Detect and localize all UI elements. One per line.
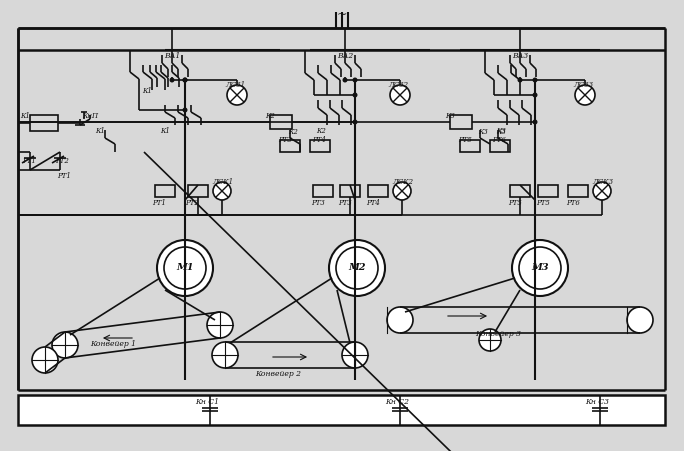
Circle shape bbox=[479, 329, 501, 351]
Text: РТ4: РТ4 bbox=[312, 136, 326, 144]
Circle shape bbox=[164, 247, 206, 289]
Circle shape bbox=[352, 78, 358, 83]
Text: ВА2: ВА2 bbox=[337, 52, 353, 60]
Text: К3: К3 bbox=[445, 112, 455, 120]
Circle shape bbox=[352, 120, 358, 124]
Circle shape bbox=[343, 78, 347, 83]
Circle shape bbox=[183, 107, 187, 112]
Text: ЛСЗ1: ЛСЗ1 bbox=[225, 81, 245, 89]
Circle shape bbox=[52, 332, 78, 358]
Text: Конвейер 1: Конвейер 1 bbox=[90, 340, 136, 348]
Circle shape bbox=[183, 78, 187, 83]
Bar bbox=[538, 185, 558, 197]
Bar bbox=[270, 115, 292, 129]
Circle shape bbox=[533, 92, 538, 97]
Circle shape bbox=[227, 85, 247, 105]
Text: КнП: КнП bbox=[82, 112, 98, 120]
Text: М2: М2 bbox=[348, 263, 366, 272]
Circle shape bbox=[183, 78, 187, 83]
Text: ЛСЗ3: ЛСЗ3 bbox=[573, 81, 593, 89]
Circle shape bbox=[393, 182, 411, 200]
Circle shape bbox=[207, 312, 233, 338]
Circle shape bbox=[336, 247, 378, 289]
Text: РТ4: РТ4 bbox=[366, 199, 380, 207]
Circle shape bbox=[533, 120, 538, 124]
Text: РТ1: РТ1 bbox=[57, 172, 71, 180]
Circle shape bbox=[170, 78, 174, 83]
Text: К3: К3 bbox=[496, 127, 506, 135]
Bar bbox=[280, 140, 300, 152]
Bar bbox=[460, 140, 480, 152]
Circle shape bbox=[519, 247, 561, 289]
Text: К1: К1 bbox=[20, 112, 30, 120]
Text: РТ3: РТ3 bbox=[311, 199, 325, 207]
Text: К2: К2 bbox=[288, 128, 298, 136]
Bar bbox=[310, 140, 330, 152]
Text: Кн С2: Кн С2 bbox=[385, 398, 409, 406]
Bar bbox=[188, 185, 208, 197]
Bar bbox=[490, 140, 510, 152]
Circle shape bbox=[329, 240, 385, 296]
Text: РТ3: РТ3 bbox=[278, 136, 292, 144]
Text: ЛСК3: ЛСК3 bbox=[592, 178, 613, 186]
Circle shape bbox=[512, 240, 568, 296]
Bar bbox=[450, 115, 472, 129]
Circle shape bbox=[533, 78, 538, 83]
Text: ВА1: ВА1 bbox=[164, 52, 181, 60]
Text: К3: К3 bbox=[478, 128, 488, 136]
Text: Конвейер 2: Конвейер 2 bbox=[255, 370, 301, 378]
Bar bbox=[313, 185, 333, 197]
Bar bbox=[368, 185, 388, 197]
Circle shape bbox=[627, 307, 653, 333]
Circle shape bbox=[518, 78, 523, 83]
Circle shape bbox=[213, 182, 231, 200]
Circle shape bbox=[342, 342, 368, 368]
Text: ЛСЗ2: ЛСЗ2 bbox=[388, 81, 408, 89]
Text: РТ6: РТ6 bbox=[492, 136, 506, 144]
Text: К3: К3 bbox=[496, 128, 506, 136]
Bar bbox=[18, 395, 665, 425]
Circle shape bbox=[593, 182, 611, 200]
Text: К1: К1 bbox=[142, 87, 152, 95]
Text: РТ1: РТ1 bbox=[152, 199, 166, 207]
Text: РТ5: РТ5 bbox=[536, 199, 550, 207]
Bar bbox=[30, 115, 58, 131]
Circle shape bbox=[352, 92, 358, 97]
Text: ~: ~ bbox=[337, 8, 347, 21]
Text: К1: К1 bbox=[95, 127, 105, 135]
Text: РТ5: РТ5 bbox=[458, 136, 472, 144]
Text: К1: К1 bbox=[160, 127, 170, 135]
Circle shape bbox=[390, 85, 410, 105]
Text: ВА3: ВА3 bbox=[512, 52, 528, 60]
Bar bbox=[155, 185, 175, 197]
Text: Кн С3: Кн С3 bbox=[585, 398, 609, 406]
Circle shape bbox=[212, 342, 238, 368]
Text: РТ1: РТ1 bbox=[22, 157, 36, 165]
Text: Конвейер 3: Конвейер 3 bbox=[475, 330, 521, 338]
Text: РТ5: РТ5 bbox=[508, 199, 522, 207]
Bar bbox=[568, 185, 588, 197]
Text: К2: К2 bbox=[265, 112, 275, 120]
Text: М3: М3 bbox=[531, 263, 549, 272]
Text: М1: М1 bbox=[176, 263, 194, 272]
Text: РТ6: РТ6 bbox=[566, 199, 580, 207]
Bar bbox=[340, 185, 360, 197]
Circle shape bbox=[575, 85, 595, 105]
Text: РТ3: РТ3 bbox=[338, 199, 352, 207]
Text: РТ2: РТ2 bbox=[55, 157, 69, 165]
Text: РТ2: РТ2 bbox=[185, 199, 199, 207]
Text: Кн С1: Кн С1 bbox=[195, 398, 219, 406]
Text: ЛСК2: ЛСК2 bbox=[392, 178, 413, 186]
Circle shape bbox=[387, 307, 413, 333]
Text: ЛСК1: ЛСК1 bbox=[212, 178, 233, 186]
Circle shape bbox=[32, 347, 58, 373]
Text: К2: К2 bbox=[316, 127, 326, 135]
Circle shape bbox=[157, 240, 213, 296]
Bar bbox=[510, 185, 530, 197]
